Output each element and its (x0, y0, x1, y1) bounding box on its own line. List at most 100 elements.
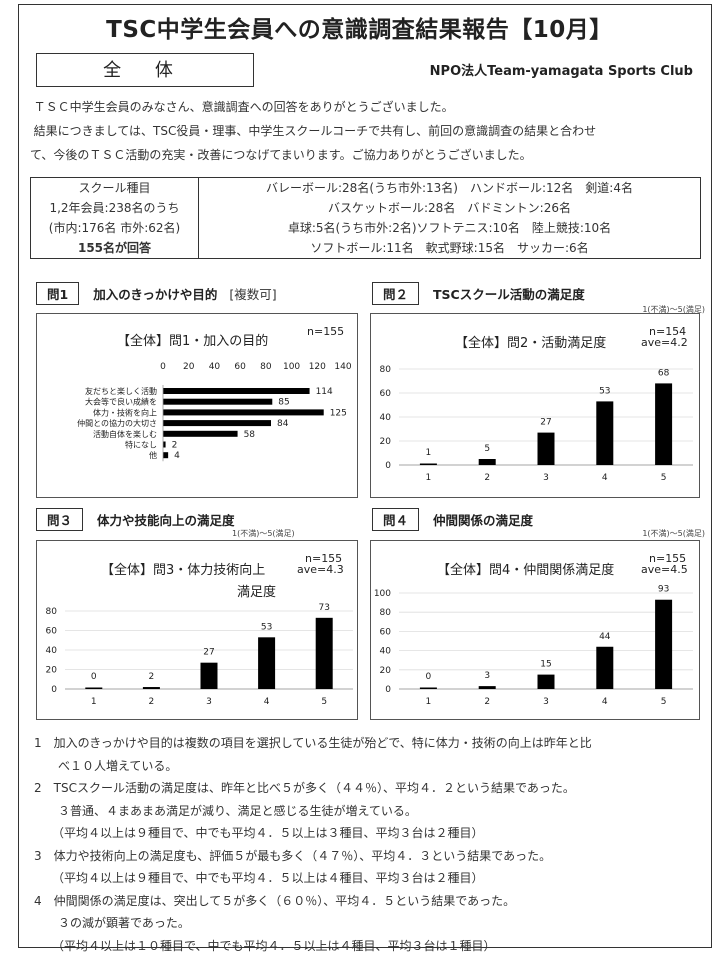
x-tick-label: 3 (543, 473, 549, 483)
q1-title: 加入のきっかけや目的 (93, 284, 217, 303)
q2-header: 問２ TSCスクール活動の満足度 (372, 282, 585, 305)
q3-title: 体力や技能向上の満足度 (97, 510, 235, 529)
bar (479, 459, 496, 465)
data-label: 0 (91, 672, 97, 682)
data-label: 2 (149, 672, 155, 682)
data-label: 58 (244, 430, 256, 440)
q3-scale-note: 1(不満)～5(満足) (232, 528, 295, 539)
info-sports-cell: バレーボール:28名(うち市外:13名) ハンドボール:12名 剣道:4名 バス… (199, 178, 701, 259)
y-tick-label: 80 (46, 607, 58, 617)
data-label: 3 (484, 671, 490, 681)
bar (163, 399, 272, 405)
data-label: 44 (599, 632, 611, 642)
q1-header: 問1 加入のきっかけや目的 [複数可] (36, 282, 277, 305)
y-tick-label: 80 (380, 365, 392, 375)
data-label: 73 (318, 603, 329, 613)
summary-line: （平均４以上は９種目で、中でも平均４．５以上は４種目、平均３台は２種目） (34, 867, 704, 890)
x-tick-label: 2 (484, 473, 490, 483)
info-respondents: 155名が回答 (37, 238, 192, 258)
x-tick-label: 2 (149, 697, 155, 707)
category-label: 体力・技術を向上 (93, 407, 157, 417)
x-tick-label: 5 (321, 697, 327, 707)
bar (163, 431, 238, 437)
info-sports-line-4: ソフトボール:11名 軟式野球:15名 サッカー:6名 (205, 238, 694, 258)
y-tick-label: 60 (380, 627, 392, 637)
summary-line: 1 加入のきっかけや目的は複数の項目を選択している生徒が殆どで、特に体力・技術の… (34, 732, 704, 755)
q3-header: 問３ 体力や技能向上の満足度 (36, 508, 235, 531)
bar (655, 600, 672, 689)
x-tick-label: 4 (264, 697, 270, 707)
q3-number: 問３ (36, 508, 83, 531)
info-school-type: スクール種目 (37, 178, 192, 198)
bar (538, 433, 555, 465)
summary-line: ３普通、４まあまあ満足が減り、満足と感じる生徒が増えている。 (34, 800, 704, 823)
y-tick-label: 20 (46, 666, 58, 676)
data-label: 27 (203, 648, 214, 658)
data-label: 0 (426, 672, 432, 682)
q4-title: 仲間関係の満足度 (433, 510, 533, 529)
info-table: スクール種目 1,2年会員:238名のうち (市内:176名 市外:62名) 1… (30, 177, 701, 259)
data-label: 68 (658, 368, 670, 378)
data-label: 4 (174, 451, 180, 461)
x-tick-label: 100 (283, 362, 300, 372)
y-tick-label: 60 (380, 389, 392, 399)
category-label: 他 (149, 450, 157, 460)
q4-scale-note: 1(不満)～5(満足) (642, 528, 705, 539)
x-tick-label: 1 (91, 697, 97, 707)
info-sports-line-3: 卓球:5名(うち市外:2名)ソフトテニス:10名 陸上競技:10名 (205, 218, 694, 238)
intro-line-3: て、今後のＴＳＣ活動の充実・改善につなげてまいります。ご協力ありがとうございまし… (30, 143, 700, 167)
y-tick-label: 0 (51, 685, 57, 695)
data-label: 27 (540, 418, 551, 428)
summary-line: ３の減が顕著であった。 (34, 912, 704, 935)
data-label: 125 (330, 408, 347, 418)
x-tick-label: 5 (661, 697, 667, 707)
info-city-breakdown: (市内:176名 市外:62名) (37, 218, 192, 238)
q2-number: 問２ (372, 282, 419, 305)
category-label: 特になし (125, 440, 157, 450)
q4-header: 問４ 仲間関係の満足度 (372, 508, 533, 531)
bar (596, 401, 613, 465)
summary-line: 2 TSCスクール活動の満足度は、昨年と比べ５が多く（４４％）、平均４．２という… (34, 777, 704, 800)
info-member-count: 1,2年会員:238名のうち (37, 198, 192, 218)
data-label: 15 (540, 660, 551, 670)
organization-name: NPO法人Team-yamagata Sports Club (430, 60, 693, 79)
data-label: 2 (172, 441, 178, 451)
data-label: 114 (316, 387, 333, 397)
x-tick-label: 5 (661, 473, 667, 483)
q1-note: [複数可] (229, 284, 276, 303)
info-sports-line-1: バレーボール:28名(うち市外:13名) ハンドボール:12名 剣道:4名 (205, 178, 694, 198)
summary-line: 3 体力や技術向上の満足度も、評価５が最も多く（４７％）、平均４．３という結果で… (34, 845, 704, 868)
bar (163, 388, 310, 394)
x-tick-label: 1 (426, 697, 432, 707)
report-title: TSC中学生会員への意識調査結果報告【10月】 (0, 10, 719, 44)
bar (420, 688, 437, 690)
data-label: 53 (599, 386, 610, 396)
x-tick-label: 1 (426, 473, 432, 483)
summary-line: （平均４以上は１０種目で、中でも平均４．５以上は４種目、平均３台は１種目） (34, 935, 704, 957)
x-tick-label: 3 (543, 697, 549, 707)
y-tick-label: 20 (380, 666, 392, 676)
data-label: 93 (658, 585, 669, 595)
y-tick-label: 40 (46, 646, 58, 656)
category-label: 仲間との協力の大切さ (77, 418, 157, 428)
y-tick-label: 100 (374, 589, 391, 599)
y-tick-label: 80 (380, 608, 392, 618)
data-label: 85 (278, 398, 289, 408)
bar (596, 647, 613, 689)
bar (258, 637, 275, 689)
summary-line: （平均４以上は９種目で、中でも平均４．５以上は３種目、平均３台は２種目） (34, 822, 704, 845)
category-label: 活動自体を楽しむ (93, 429, 157, 439)
intro-line-2: 結果につきましては、TSC役員・理事、中学生スクールコーチで共有し、前回の意識調… (30, 119, 700, 143)
summary-line: べ１０人増えている。 (34, 755, 704, 778)
bar (538, 675, 555, 689)
y-tick-label: 60 (46, 627, 58, 637)
summary-text: 1 加入のきっかけや目的は複数の項目を選択している生徒が殆どで、特に体力・技術の… (34, 732, 704, 957)
y-tick-label: 0 (385, 685, 391, 695)
intro-text: ＴＳＣ中学生会員のみなさん、意識調査への回答をありがとうございました。 結果につ… (30, 95, 700, 167)
